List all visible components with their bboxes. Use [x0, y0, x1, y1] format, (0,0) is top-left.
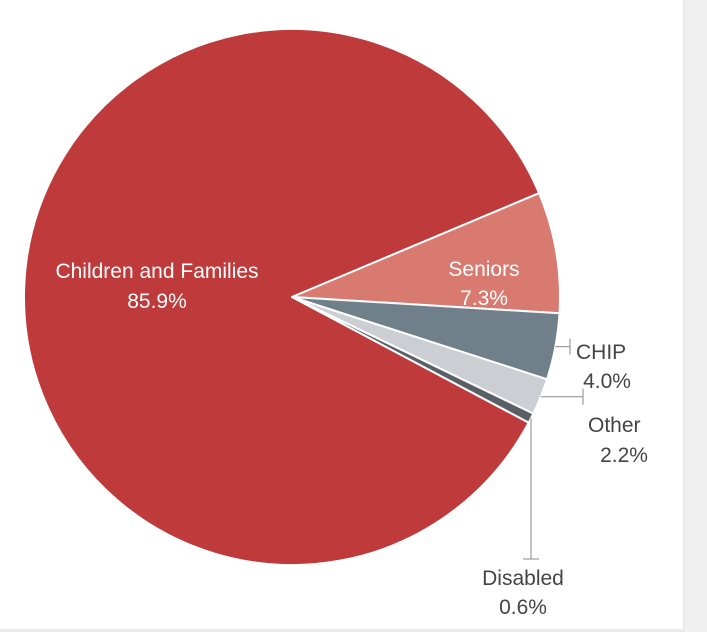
slice-label-other: Other: [588, 414, 641, 437]
slice-value-chip: 4.0%: [583, 370, 631, 393]
pie-slice-children-and-families: [23, 28, 541, 566]
bottom-divider: [0, 629, 683, 632]
slice-label-seniors: Seniors: [448, 258, 519, 281]
slice-label-chip: CHIP: [576, 341, 626, 364]
slice-value-seniors: 7.3%: [460, 287, 508, 310]
pie-slice-disabled: [291, 296, 535, 424]
slice-label-children-and-families: Children and Families: [55, 260, 258, 283]
slice-label-disabled: Disabled: [482, 567, 564, 590]
pie-slice-seniors: [291, 192, 561, 315]
slice-value-disabled: 0.6%: [499, 596, 547, 619]
slice-value-other: 2.2%: [600, 444, 648, 467]
side-scroll-strip: [683, 0, 707, 632]
slice-value-children-and-families: 85.9%: [127, 290, 187, 313]
